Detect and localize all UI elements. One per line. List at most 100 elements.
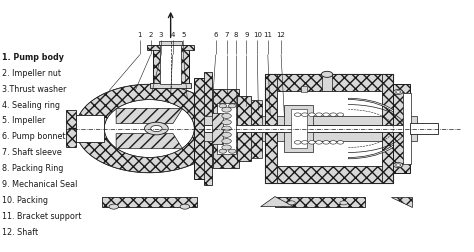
Circle shape [180, 204, 190, 209]
Bar [160, 45, 181, 84]
Circle shape [301, 141, 308, 144]
Bar [284, 105, 313, 152]
Circle shape [109, 204, 118, 209]
Text: 12: 12 [277, 32, 285, 38]
Circle shape [222, 107, 231, 112]
Polygon shape [104, 100, 194, 158]
Circle shape [330, 113, 337, 116]
Circle shape [294, 113, 301, 116]
Text: 2. Impeller nut: 2. Impeller nut [2, 69, 61, 78]
Text: 9: 9 [244, 32, 249, 38]
Bar [393, 84, 410, 173]
Circle shape [288, 201, 295, 205]
Circle shape [323, 141, 329, 144]
Bar [322, 74, 332, 91]
Circle shape [321, 71, 333, 77]
Circle shape [294, 141, 301, 144]
Bar [213, 89, 239, 168]
Text: 11: 11 [264, 32, 272, 38]
Bar [251, 100, 262, 158]
Circle shape [222, 126, 231, 131]
Bar [265, 74, 393, 183]
Text: 8: 8 [234, 32, 238, 38]
Circle shape [393, 163, 403, 168]
Text: 8. Packing Ring: 8. Packing Ring [2, 164, 64, 173]
Circle shape [145, 122, 168, 135]
Text: 10. Packing: 10. Packing [2, 196, 48, 205]
Circle shape [340, 201, 347, 205]
Circle shape [323, 113, 329, 116]
Text: 3: 3 [159, 32, 164, 38]
Bar [217, 103, 236, 154]
Text: 9. Mechanical Seal: 9. Mechanical Seal [2, 180, 78, 189]
Text: 7: 7 [224, 32, 229, 38]
Polygon shape [76, 129, 223, 173]
Bar [212, 113, 223, 144]
Polygon shape [391, 197, 412, 207]
Bar [204, 132, 417, 141]
Text: 6: 6 [213, 32, 218, 38]
Bar [204, 116, 417, 125]
Polygon shape [116, 108, 182, 123]
Text: 1: 1 [137, 32, 142, 38]
Bar [275, 197, 365, 207]
Circle shape [222, 132, 231, 137]
Circle shape [396, 91, 401, 93]
Text: 5: 5 [181, 32, 186, 38]
Circle shape [222, 113, 231, 118]
Bar [291, 109, 307, 148]
Circle shape [151, 125, 162, 132]
Bar [410, 123, 438, 134]
Polygon shape [76, 84, 223, 173]
Circle shape [219, 104, 227, 108]
Text: 12. Shaft: 12. Shaft [2, 228, 38, 237]
Text: 4. Sealing ring: 4. Sealing ring [2, 101, 60, 110]
Circle shape [219, 149, 227, 153]
Text: 7. Shaft sleeve: 7. Shaft sleeve [2, 148, 62, 157]
Bar [382, 74, 393, 183]
Bar [403, 93, 411, 164]
Polygon shape [261, 197, 294, 207]
Text: 5. Impeller: 5. Impeller [2, 116, 46, 125]
Circle shape [301, 113, 308, 116]
Circle shape [396, 164, 401, 166]
Circle shape [222, 145, 231, 150]
Circle shape [330, 141, 337, 144]
Circle shape [309, 113, 315, 116]
Circle shape [309, 141, 315, 144]
Bar [265, 74, 393, 91]
Text: 3.Thrust washer: 3.Thrust washer [2, 85, 67, 94]
Bar [301, 86, 307, 92]
Bar [153, 45, 189, 84]
Bar [147, 45, 194, 50]
Circle shape [222, 120, 231, 125]
Circle shape [393, 89, 403, 94]
Circle shape [222, 139, 231, 144]
Bar [194, 78, 208, 179]
Circle shape [337, 141, 344, 144]
Bar [204, 125, 436, 132]
Polygon shape [116, 134, 182, 149]
Bar [76, 115, 104, 142]
Text: 4: 4 [170, 32, 175, 38]
Text: 2: 2 [148, 32, 153, 38]
Text: 11. Bracket support: 11. Bracket support [2, 212, 82, 221]
Text: 10: 10 [253, 32, 262, 38]
Bar [265, 166, 393, 183]
Circle shape [337, 113, 344, 116]
Bar [237, 96, 251, 161]
Bar [159, 41, 182, 45]
Bar [150, 83, 191, 88]
Circle shape [316, 113, 322, 116]
Circle shape [316, 141, 322, 144]
Wedge shape [348, 98, 405, 159]
Circle shape [228, 149, 236, 153]
Bar [102, 197, 197, 207]
Text: 6. Pump bonnet: 6. Pump bonnet [2, 132, 66, 141]
Bar [204, 72, 212, 185]
Polygon shape [76, 84, 223, 129]
Bar [265, 74, 277, 183]
Bar [66, 110, 76, 147]
Text: 1. Pump body: 1. Pump body [2, 53, 64, 62]
Circle shape [228, 104, 236, 108]
